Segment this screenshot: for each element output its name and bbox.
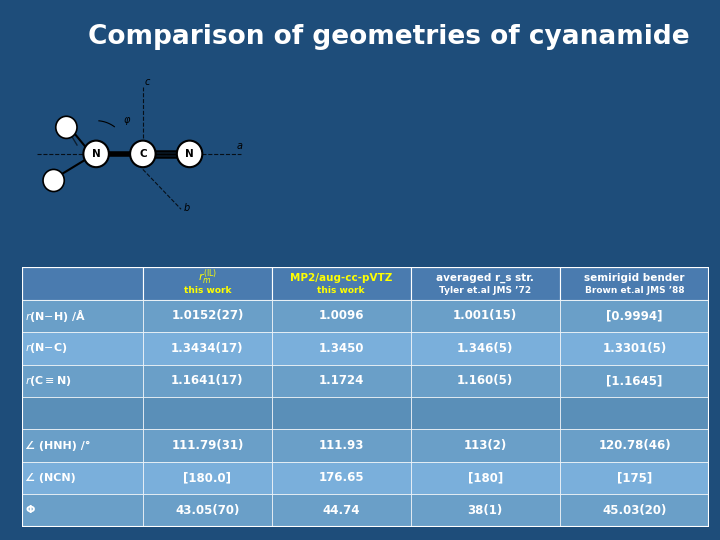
Text: 38(1): 38(1) bbox=[467, 504, 503, 517]
Text: 1.3434(17): 1.3434(17) bbox=[171, 342, 243, 355]
Bar bbox=[22, 332, 143, 365]
Text: N: N bbox=[185, 149, 194, 159]
Text: 1.0096: 1.0096 bbox=[318, 309, 364, 322]
Bar bbox=[143, 332, 271, 365]
Text: b: b bbox=[183, 204, 189, 213]
Bar bbox=[271, 267, 410, 300]
Bar bbox=[410, 332, 560, 365]
Bar bbox=[22, 364, 143, 397]
Bar bbox=[143, 300, 271, 332]
Bar bbox=[271, 332, 410, 365]
Text: 1.001(15): 1.001(15) bbox=[453, 309, 518, 322]
Text: Tyler et.al JMS ’72: Tyler et.al JMS ’72 bbox=[439, 286, 531, 295]
Text: 1.3301(5): 1.3301(5) bbox=[603, 342, 667, 355]
Text: Brown et.al JMS ’88: Brown et.al JMS ’88 bbox=[585, 286, 684, 295]
Text: 120.78(46): 120.78(46) bbox=[598, 439, 671, 452]
Text: 1.1641(17): 1.1641(17) bbox=[171, 374, 243, 387]
Text: averaged r_s str.: averaged r_s str. bbox=[436, 273, 534, 283]
Bar bbox=[410, 494, 560, 526]
Circle shape bbox=[130, 140, 156, 167]
Text: c: c bbox=[145, 77, 150, 87]
Text: ∠ (HNH) /°: ∠ (HNH) /° bbox=[25, 441, 91, 450]
Text: [1.1645]: [1.1645] bbox=[606, 374, 662, 387]
Bar bbox=[22, 429, 143, 462]
Bar bbox=[22, 397, 143, 429]
Text: this work: this work bbox=[184, 286, 231, 295]
Circle shape bbox=[84, 140, 109, 167]
Bar bbox=[410, 429, 560, 462]
Text: 44.74: 44.74 bbox=[323, 504, 360, 517]
Text: ∠ (NCN): ∠ (NCN) bbox=[25, 473, 76, 483]
Bar bbox=[271, 397, 410, 429]
Text: $\mathit{r}$(N$-$C): $\mathit{r}$(N$-$C) bbox=[25, 341, 68, 355]
Text: $\mathit{r}_m^{\rm (IL)}$: $\mathit{r}_m^{\rm (IL)}$ bbox=[198, 268, 217, 287]
Text: 1.346(5): 1.346(5) bbox=[457, 342, 513, 355]
Bar bbox=[143, 462, 271, 494]
Bar bbox=[560, 332, 709, 365]
Text: 1.0152(27): 1.0152(27) bbox=[171, 309, 243, 322]
Bar bbox=[22, 494, 143, 526]
Bar bbox=[410, 267, 560, 300]
Bar bbox=[560, 462, 709, 494]
Bar bbox=[560, 300, 709, 332]
Text: 1.160(5): 1.160(5) bbox=[457, 374, 513, 387]
Text: 176.65: 176.65 bbox=[318, 471, 364, 484]
Bar bbox=[271, 494, 410, 526]
Bar bbox=[410, 397, 560, 429]
Bar bbox=[143, 364, 271, 397]
Text: N: N bbox=[91, 149, 101, 159]
Text: 45.03(20): 45.03(20) bbox=[603, 504, 667, 517]
Bar bbox=[560, 364, 709, 397]
Bar bbox=[22, 300, 143, 332]
Bar bbox=[560, 429, 709, 462]
Text: 111.93: 111.93 bbox=[318, 439, 364, 452]
Bar bbox=[271, 364, 410, 397]
Text: this work: this work bbox=[318, 286, 365, 295]
Bar bbox=[271, 462, 410, 494]
Text: φ: φ bbox=[124, 115, 130, 125]
Text: 1.1724: 1.1724 bbox=[318, 374, 364, 387]
Circle shape bbox=[43, 170, 64, 192]
Bar bbox=[143, 494, 271, 526]
Text: 111.79(31): 111.79(31) bbox=[171, 439, 243, 452]
Bar bbox=[271, 429, 410, 462]
Bar bbox=[271, 300, 410, 332]
Text: [180]: [180] bbox=[467, 471, 503, 484]
Text: MP2/aug-cc-pVTZ: MP2/aug-cc-pVTZ bbox=[290, 273, 392, 282]
Text: C: C bbox=[139, 149, 147, 159]
Text: [0.9994]: [0.9994] bbox=[606, 309, 663, 322]
Text: [175]: [175] bbox=[617, 471, 652, 484]
Bar bbox=[143, 267, 271, 300]
Text: $\mathit{r}$(C$\equiv$N): $\mathit{r}$(C$\equiv$N) bbox=[25, 374, 72, 388]
Bar bbox=[560, 267, 709, 300]
Text: 113(2): 113(2) bbox=[464, 439, 507, 452]
Bar bbox=[560, 494, 709, 526]
Bar bbox=[560, 397, 709, 429]
Text: 1.3450: 1.3450 bbox=[318, 342, 364, 355]
Text: semirigid bender: semirigid bender bbox=[585, 273, 685, 282]
Text: [180.0]: [180.0] bbox=[184, 471, 231, 484]
Bar bbox=[410, 462, 560, 494]
Bar bbox=[410, 364, 560, 397]
Circle shape bbox=[55, 116, 77, 138]
Text: a: a bbox=[236, 141, 243, 152]
Text: $\mathit{r}$(N$-$H) /Å: $\mathit{r}$(N$-$H) /Å bbox=[25, 307, 86, 325]
Bar bbox=[410, 300, 560, 332]
Text: Comparison of geometries of cyanamide: Comparison of geometries of cyanamide bbox=[88, 24, 690, 50]
Circle shape bbox=[177, 140, 202, 167]
Bar bbox=[22, 267, 143, 300]
Text: 43.05(70): 43.05(70) bbox=[175, 504, 240, 517]
Bar bbox=[143, 397, 271, 429]
Bar bbox=[143, 429, 271, 462]
Text: Φ: Φ bbox=[25, 505, 35, 515]
Bar bbox=[22, 462, 143, 494]
